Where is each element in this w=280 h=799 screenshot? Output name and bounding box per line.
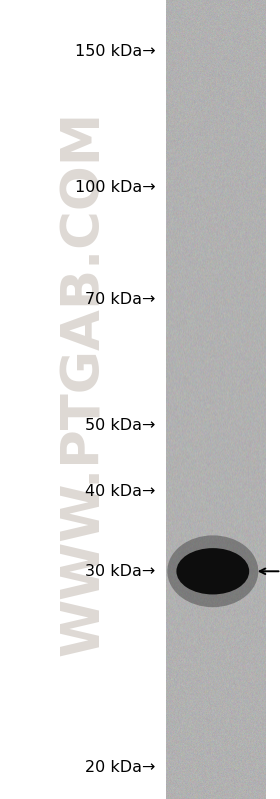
Text: 50 kDa→: 50 kDa→: [85, 418, 155, 432]
Text: 20 kDa→: 20 kDa→: [85, 760, 155, 774]
Text: 100 kDa→: 100 kDa→: [75, 181, 155, 195]
Ellipse shape: [167, 535, 258, 607]
Text: 70 kDa→: 70 kDa→: [85, 292, 155, 307]
Ellipse shape: [176, 548, 249, 594]
Text: 150 kDa→: 150 kDa→: [75, 45, 155, 59]
Text: WWW.PTGAB.COM: WWW.PTGAB.COM: [58, 111, 110, 656]
Text: 30 kDa→: 30 kDa→: [85, 564, 155, 578]
Text: 40 kDa→: 40 kDa→: [85, 484, 155, 499]
